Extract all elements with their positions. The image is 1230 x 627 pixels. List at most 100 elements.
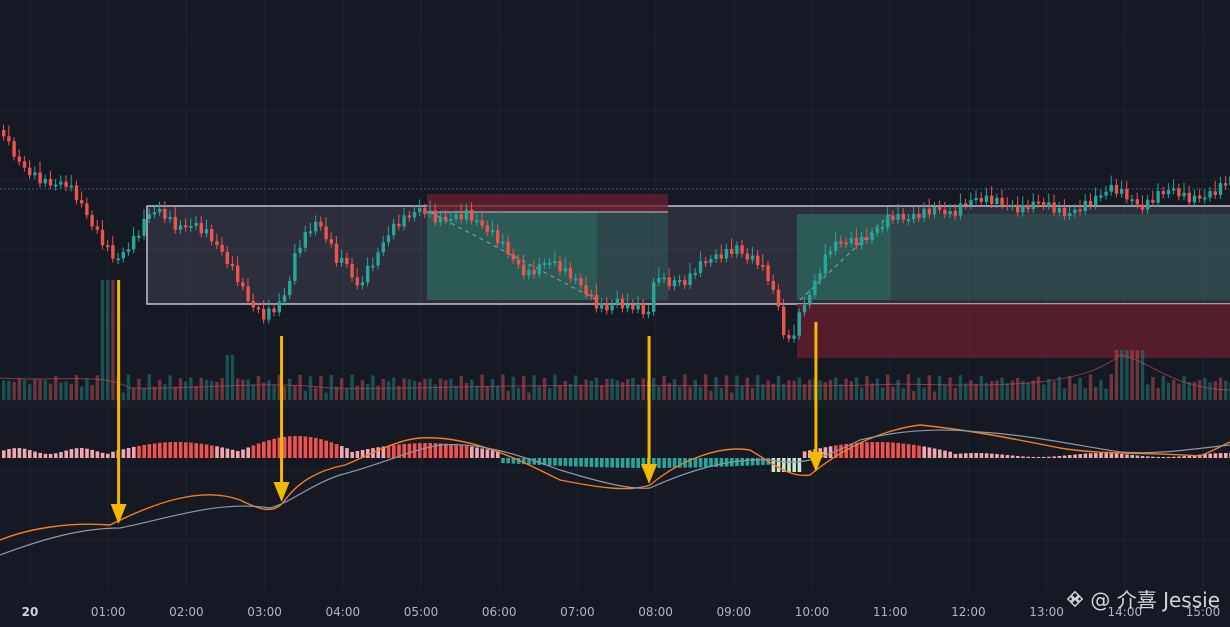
macd-histogram-bar	[761, 458, 765, 465]
candle-body	[906, 219, 911, 222]
candle-body	[267, 308, 271, 320]
candle-body	[574, 278, 578, 281]
macd-histogram-bar	[938, 449, 942, 458]
candle-body	[667, 277, 671, 287]
macd-histogram-bar	[880, 442, 885, 458]
volume-bar	[880, 387, 885, 400]
macd-histogram-bar	[1099, 453, 1103, 458]
macd-histogram-bar	[444, 443, 448, 458]
volume-bar	[610, 378, 614, 400]
candle-body	[1192, 195, 1197, 203]
candle-body	[329, 239, 333, 244]
macd-histogram-bar	[594, 458, 599, 468]
candle-body	[74, 185, 79, 201]
candle-body	[1031, 201, 1035, 210]
candle-body	[813, 280, 817, 295]
volume-bar	[449, 378, 453, 400]
candle-body	[589, 294, 593, 297]
macd-histogram-bar	[454, 444, 458, 458]
macd-histogram-bar	[1146, 456, 1150, 458]
candle-body	[1198, 195, 1202, 199]
candle-body	[1135, 199, 1139, 205]
volume-bar	[43, 380, 47, 400]
macd-histogram-bar	[615, 458, 620, 468]
stop-loss-zone	[427, 194, 668, 212]
candle-body	[750, 255, 755, 260]
volume-bar	[1125, 350, 1129, 400]
volume-bar	[594, 377, 599, 400]
macd-histogram-bar	[542, 458, 547, 466]
macd-histogram-bar	[636, 458, 640, 468]
macd-histogram-bar	[106, 453, 110, 458]
macd-histogram-bar	[964, 453, 968, 458]
macd-histogram-bar	[1094, 453, 1098, 458]
candle-body	[163, 209, 167, 219]
volume-bar	[178, 378, 183, 400]
volume-bar	[54, 376, 58, 400]
candle-body	[147, 214, 151, 219]
candle-body	[381, 242, 385, 253]
macd-histogram-bar	[745, 458, 750, 466]
macd-histogram-bar	[126, 448, 131, 458]
volume-bar	[901, 387, 905, 400]
macd-histogram-bar	[844, 443, 848, 458]
take-profit-zone	[597, 212, 668, 300]
volume-bar	[1166, 382, 1171, 400]
candle-body	[849, 238, 853, 244]
macd-histogram-bar	[480, 448, 484, 458]
volume-bar	[709, 390, 713, 400]
candle-body	[210, 229, 214, 242]
watermark: @ 介喜 Jessie	[1066, 584, 1220, 613]
volume-bar	[600, 384, 604, 400]
x-tick-label: 15:00	[1186, 605, 1221, 619]
macd-histogram-bar	[506, 458, 510, 464]
candle-body	[927, 208, 931, 215]
macd-histogram-bar	[995, 454, 999, 458]
candle-body	[423, 208, 427, 215]
volume-bar	[152, 386, 157, 400]
macd-histogram-bar	[589, 458, 594, 468]
volume-bar	[74, 375, 79, 400]
macd-histogram-bar	[490, 450, 495, 458]
macd-histogram-bar	[600, 458, 604, 468]
candle-body	[490, 230, 495, 233]
volume-bar	[860, 387, 864, 400]
volume-bar	[563, 380, 567, 400]
macd-histogram-bar	[33, 451, 37, 458]
candle-body	[756, 255, 760, 265]
candle-body	[761, 264, 765, 267]
volume-bar	[241, 379, 245, 400]
candle-body	[922, 208, 926, 218]
take-profit-zone	[797, 214, 891, 300]
signal-line	[0, 429, 1230, 556]
candle-body	[678, 280, 682, 283]
volume-bar	[958, 375, 963, 400]
candle-body	[1052, 202, 1056, 213]
volume-bar	[782, 383, 786, 400]
macd-histogram-bar	[282, 436, 287, 458]
macd-histogram-bar	[740, 458, 744, 466]
candle-body	[542, 262, 547, 265]
volume-bar	[995, 380, 999, 400]
volume-bar	[641, 378, 645, 400]
candle-body	[64, 181, 68, 188]
volume-bar	[189, 377, 193, 400]
candle-body	[111, 245, 115, 259]
candle-body	[95, 226, 99, 230]
candle-body	[693, 273, 697, 276]
macd-histogram-bar	[958, 453, 963, 458]
macd-histogram-bar	[756, 458, 760, 466]
volume-bar	[522, 375, 526, 400]
volume-bar	[423, 378, 427, 400]
macd-histogram-bar	[969, 453, 973, 458]
macd-histogram-bar	[225, 448, 230, 458]
volume-bar	[1026, 382, 1030, 400]
volume-bar	[854, 377, 859, 400]
macd-histogram-bar	[423, 443, 427, 458]
macd-histogram-bar	[1156, 456, 1160, 458]
macd-histogram-bar	[69, 449, 74, 458]
candle-body	[236, 265, 240, 283]
macd-histogram-bar	[1000, 454, 1004, 458]
